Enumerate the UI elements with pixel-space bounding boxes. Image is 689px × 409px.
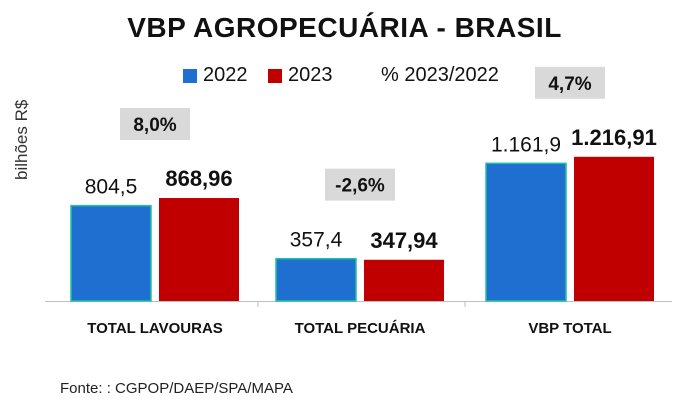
x-tick-label-2: VBP TOTAL <box>528 320 611 337</box>
data-label-2023-2: 1.216,91 <box>571 125 657 150</box>
x-tick-label-0: TOTAL LAVOURAS <box>87 320 223 337</box>
data-label-2022-0: 804,5 <box>85 176 138 199</box>
legend-label-2023: 2023 <box>288 64 333 86</box>
bar-2023-0 <box>159 198 239 301</box>
legend-item-2022: 2022 <box>183 64 248 87</box>
data-label-2022-2: 1.161,9 <box>491 133 561 156</box>
change-box-2 <box>535 66 605 99</box>
legend-label-change: % 2023/2022 <box>381 64 499 86</box>
data-label-2023-1: 347,94 <box>370 228 438 253</box>
legend-swatch-2022 <box>183 68 197 83</box>
x-tick-label-1: TOTAL PECUÁRIA <box>295 320 426 337</box>
legend-swatch-2023 <box>268 68 282 83</box>
change-label-1: -2,6% <box>335 176 385 197</box>
change-box-1 <box>325 168 395 201</box>
source-note: Fonte: : CGPOP/DAEP/SPA/MAPA <box>60 380 293 397</box>
chart-title: VBP AGROPECUÁRIA - BRASIL <box>127 12 562 43</box>
change-box-0 <box>120 108 190 141</box>
data-label-2023-0: 868,96 <box>165 166 232 191</box>
bar-2022-1 <box>275 257 357 302</box>
legend-label-2022: 2022 <box>203 64 248 86</box>
bar-2023-2 <box>574 156 654 301</box>
data-label-2022-1: 357,4 <box>290 229 343 252</box>
legend: 2022 2023 % 2023/2022 <box>0 64 689 90</box>
change-label-2: 4,7% <box>548 74 591 95</box>
bar-2023-1 <box>364 259 444 301</box>
bar-2022-0 <box>70 204 152 302</box>
change-label-0: 8,0% <box>133 115 176 136</box>
legend-item-change: % 2023/2022 <box>381 64 499 87</box>
legend-item-2023: 2023 <box>268 64 333 87</box>
bar-2022-2 <box>485 162 567 302</box>
